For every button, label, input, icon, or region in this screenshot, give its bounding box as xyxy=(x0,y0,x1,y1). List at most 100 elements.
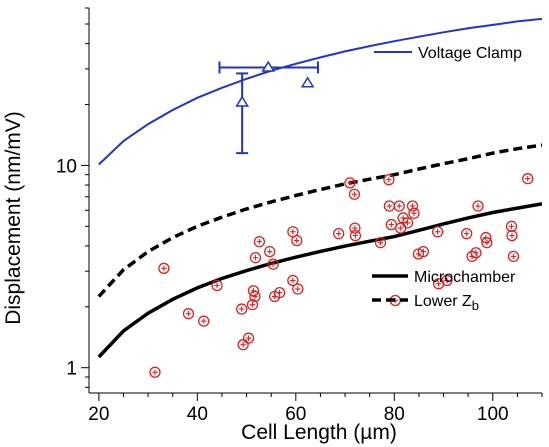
data-point xyxy=(506,229,518,242)
data-point-marker xyxy=(417,245,429,258)
data-point xyxy=(198,315,210,327)
data-point-marker xyxy=(158,262,170,274)
data-point-marker xyxy=(505,220,518,232)
data-point-marker xyxy=(292,283,304,295)
data-point-marker xyxy=(249,290,261,303)
data-point-marker xyxy=(383,174,395,186)
data-point xyxy=(273,287,286,299)
data-point-marker xyxy=(287,274,299,287)
data-point xyxy=(507,250,520,263)
data-point xyxy=(505,220,518,232)
series-line-voltage-clamp xyxy=(98,17,542,166)
data-point xyxy=(247,285,260,297)
data-point-marker xyxy=(461,227,473,240)
data-point xyxy=(393,200,405,212)
data-point-marker xyxy=(198,315,210,327)
data-point-marker xyxy=(344,177,356,189)
data-point xyxy=(349,229,362,242)
data-point-marker xyxy=(182,308,195,320)
voltage-clamp-point xyxy=(218,60,319,74)
data-point xyxy=(235,303,248,315)
data-point xyxy=(158,262,170,274)
data-point xyxy=(291,234,303,247)
data-point xyxy=(431,226,444,238)
series-line-microchamber xyxy=(97,202,542,359)
data-point xyxy=(246,299,259,311)
data-point xyxy=(182,308,195,320)
data-point-marker xyxy=(374,237,387,249)
data-point-marker xyxy=(149,366,161,378)
data-point xyxy=(249,252,262,264)
data-point-marker xyxy=(247,285,260,297)
data-point xyxy=(461,227,473,240)
data-point-marker xyxy=(401,217,414,229)
data-point xyxy=(481,237,493,249)
data-point-marker xyxy=(273,287,286,299)
data-point-marker xyxy=(249,252,262,264)
data-point-marker xyxy=(470,247,482,259)
data-point-marker xyxy=(253,235,266,248)
tick-labels: 20 40 60 80 100 1 10 xyxy=(56,156,509,425)
series-layer xyxy=(97,17,542,359)
data-point-marker xyxy=(235,303,248,315)
voltage-clamp-point xyxy=(235,72,249,155)
data-point xyxy=(348,188,361,200)
data-point xyxy=(383,200,396,212)
triangle-marker xyxy=(300,76,315,88)
data-point xyxy=(417,245,429,258)
data-point-marker xyxy=(242,332,255,344)
data-point xyxy=(237,339,249,351)
data-point-marker xyxy=(267,258,279,270)
y-tick-label: 1 xyxy=(66,359,77,380)
data-point-marker xyxy=(507,250,520,263)
data-point-marker xyxy=(393,200,405,212)
legend-label-microchamber: Microchamber xyxy=(414,269,516,286)
data-point xyxy=(242,332,255,344)
data-point xyxy=(385,218,397,231)
data-point-marker xyxy=(472,200,484,212)
legend: Voltage Clamp Microchamber Lower Zb xyxy=(372,45,522,313)
data-point xyxy=(267,258,279,270)
data-point xyxy=(470,247,482,259)
data-point-marker xyxy=(246,299,259,311)
x-tick-label: 40 xyxy=(187,404,208,425)
data-point xyxy=(406,200,419,212)
y-axis-label: Displacement (nm/mV) xyxy=(2,111,25,325)
data-point-marker xyxy=(441,274,453,287)
data-point xyxy=(287,274,299,287)
triangle-marker xyxy=(235,95,249,107)
y-tick-label: 10 xyxy=(56,156,77,177)
data-point xyxy=(472,200,484,212)
data-point xyxy=(408,207,420,219)
data-point-marker xyxy=(349,229,362,242)
data-point xyxy=(344,177,356,189)
data-point xyxy=(522,173,534,185)
data-point-marker xyxy=(332,227,345,240)
data-point-marker xyxy=(408,207,420,219)
data-point-marker xyxy=(406,200,419,212)
data-point xyxy=(211,279,223,292)
x-tick-label: 20 xyxy=(88,404,109,425)
data-point xyxy=(264,245,276,258)
data-point xyxy=(332,227,345,240)
scatter-points xyxy=(149,60,534,378)
triangle-marker xyxy=(261,60,276,72)
x-tick-label: 100 xyxy=(477,404,509,425)
legend-label-voltage-clamp: Voltage Clamp xyxy=(418,45,522,62)
data-point xyxy=(149,366,161,378)
data-point xyxy=(383,174,395,186)
data-point-marker xyxy=(348,188,361,200)
data-point-marker xyxy=(431,226,444,238)
data-point-marker xyxy=(264,245,276,258)
legend-label-lower-zb-subscript: b xyxy=(472,298,479,313)
legend-label-lower-zb-main: Lower Z xyxy=(414,293,472,310)
data-point xyxy=(441,274,453,287)
data-point-marker xyxy=(466,250,478,263)
data-point-marker xyxy=(506,229,518,242)
data-point-marker xyxy=(291,234,303,247)
voltage-clamp-point xyxy=(300,76,315,88)
data-point-marker xyxy=(481,237,493,249)
data-point xyxy=(292,283,304,295)
legend-label-lower-zb: Lower Zb xyxy=(414,293,479,313)
